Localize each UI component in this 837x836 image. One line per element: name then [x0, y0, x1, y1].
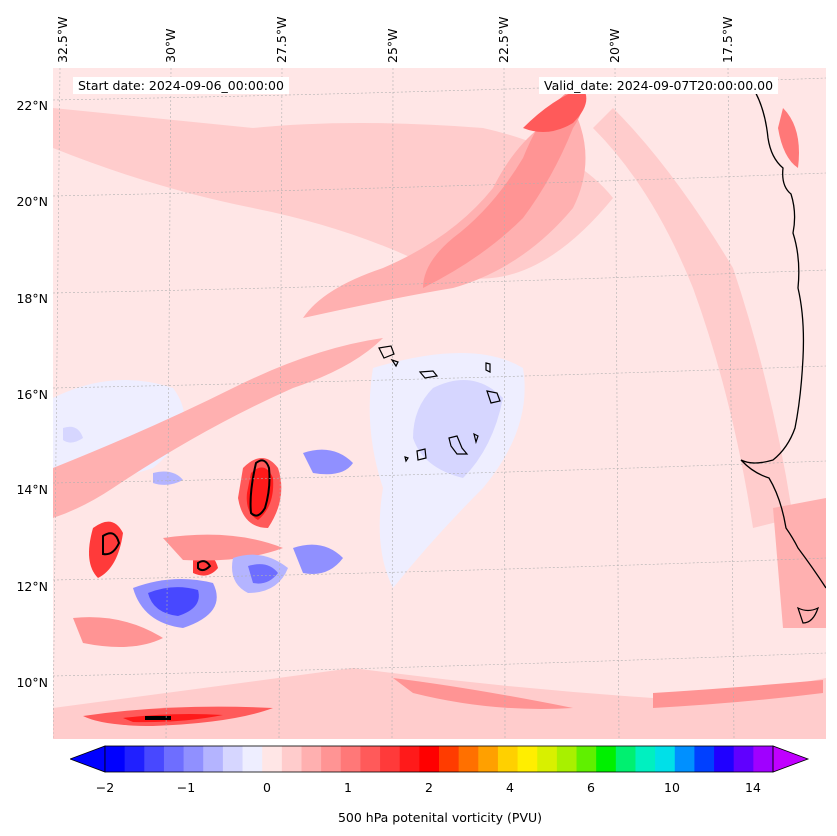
colorbar-extend-under: [70, 745, 106, 773]
colorbar-swatch: [183, 746, 204, 772]
band-coastal: [593, 108, 793, 528]
band-jet-max: [523, 88, 587, 132]
colorbar-swatch: [635, 746, 656, 772]
lon-label-22-5w: 22.5°W: [496, 16, 511, 63]
colorbar-swatch: [596, 746, 617, 772]
colorbar-swatch: [733, 746, 754, 772]
cb-tick-0: 0: [263, 780, 271, 795]
lat-label-12n: 12°N: [16, 579, 48, 594]
contour-2pvu-cell-2: [102, 532, 121, 556]
colorbar: [70, 745, 810, 773]
field-negative-islands: [413, 380, 503, 478]
cb-tick-6: 6: [587, 780, 595, 795]
colorbar-swatch: [458, 746, 479, 772]
coastal-max-south: [773, 498, 826, 628]
band-south-outer: [53, 668, 826, 739]
cb-tick-4: 4: [506, 780, 514, 795]
cb-tick-14: 14: [745, 780, 761, 795]
band-jet-core: [423, 88, 583, 288]
lon-label-27-5w: 27.5°W: [274, 16, 289, 63]
colorbar-swatch: [439, 746, 460, 772]
lat-label-10n: 10°N: [16, 675, 48, 690]
lon-label-20w: 20°W: [607, 28, 622, 63]
colorbar-swatch: [360, 746, 381, 772]
colorbar-swatch: [380, 746, 401, 772]
colorbar-swatch: [399, 746, 420, 772]
cell-blue-2-core: [248, 564, 278, 584]
lat-label-14n: 14°N: [16, 482, 48, 497]
colorbar-swatch: [694, 746, 715, 772]
lon-label-25w: 25°W: [385, 28, 400, 63]
cb-tick-10: 10: [664, 780, 680, 795]
colorbar-swatch: [556, 746, 578, 772]
band-south-core-east: [653, 680, 823, 708]
colorbar-swatch: [144, 746, 165, 772]
colorbar-swatch: [478, 746, 499, 772]
cb-tick-neg1: −1: [176, 780, 196, 795]
colorbar-swatch: [321, 746, 342, 772]
colorbar-outline: [104, 745, 774, 773]
contour-2pvu-cell-3: [197, 560, 212, 572]
lat-label-18n: 18°N: [16, 291, 48, 306]
colorbar-swatch: [517, 746, 538, 772]
coastline-bijagos: [796, 606, 820, 624]
colorbar-swatch: [674, 746, 695, 772]
colorbar-swatch: [242, 746, 263, 772]
colorbar-swatch: [615, 746, 636, 772]
colorbar-swatch: [262, 746, 283, 772]
colorbar-swatch: [301, 746, 322, 772]
band-south-core-center: [393, 678, 573, 709]
colorbar-swatch: [714, 746, 735, 772]
colorbar-swatch: [203, 746, 224, 772]
colorbar-swatch: [497, 746, 519, 772]
colorbar-swatch: [124, 746, 145, 772]
cell-pink-4: [73, 617, 163, 647]
valid-date-label: Valid_date: 2024-09-07T20:00:00.00: [539, 77, 779, 94]
colorbar-swatch: [753, 746, 774, 772]
contour-2pvu-south: [145, 716, 171, 720]
colorbar-label: 500 hPa potenital vorticity (PVU): [337, 810, 543, 825]
lon-label-30w: 30°W: [163, 28, 178, 63]
lat-label-20n: 20°N: [16, 194, 48, 209]
colorbar-swatch: [576, 746, 597, 772]
band-pink-jet: [303, 108, 586, 318]
cell-blue-4: [303, 449, 353, 475]
colorbar-swatch: [222, 746, 244, 772]
pv-field-map: [53, 68, 826, 739]
lon-label-32-5w: 32.5°W: [55, 16, 70, 63]
colorbar-swatch: [419, 746, 440, 772]
coastal-max-north: [778, 108, 799, 168]
cape-verde-islands: [378, 345, 501, 463]
band-pink-curve: [53, 338, 383, 518]
map-panel[interactable]: [53, 68, 826, 739]
lat-label-16n: 16°N: [16, 387, 48, 402]
cell-blue-5: [153, 471, 183, 485]
cell-blue-3: [293, 544, 343, 574]
cell-blue-1-core: [148, 587, 199, 616]
colorbar-swatch: [655, 746, 676, 772]
colorbar-extend-over: [772, 745, 810, 773]
lon-label-17-5w: 17.5°W: [720, 16, 735, 63]
contour-2pvu-cell-1: [249, 459, 271, 517]
cb-tick-1: 1: [344, 780, 352, 795]
colorbar-swatch: [537, 746, 558, 772]
cb-tick-neg2: −2: [95, 780, 115, 795]
lat-label-22n: 22°N: [16, 98, 48, 113]
cell-pink-5: [163, 534, 283, 561]
colorbar-swatch: [281, 746, 302, 772]
colorbar-swatch: [163, 746, 185, 772]
start-date-label: Start date: 2024-09-06_00:00:00: [73, 77, 289, 94]
cb-tick-2: 2: [425, 780, 433, 795]
coastline-west-africa: [740, 87, 826, 589]
cell-blue-6: [63, 426, 83, 443]
colorbar-swatch: [105, 746, 126, 772]
colorbar-swatch: [340, 746, 361, 772]
